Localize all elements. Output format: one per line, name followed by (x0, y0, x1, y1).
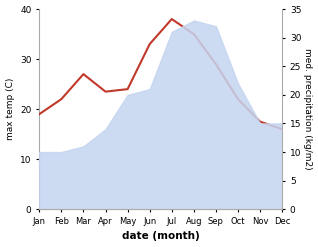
Y-axis label: med. precipitation (kg/m2): med. precipitation (kg/m2) (303, 48, 313, 170)
Y-axis label: max temp (C): max temp (C) (5, 78, 15, 140)
X-axis label: date (month): date (month) (122, 231, 200, 242)
